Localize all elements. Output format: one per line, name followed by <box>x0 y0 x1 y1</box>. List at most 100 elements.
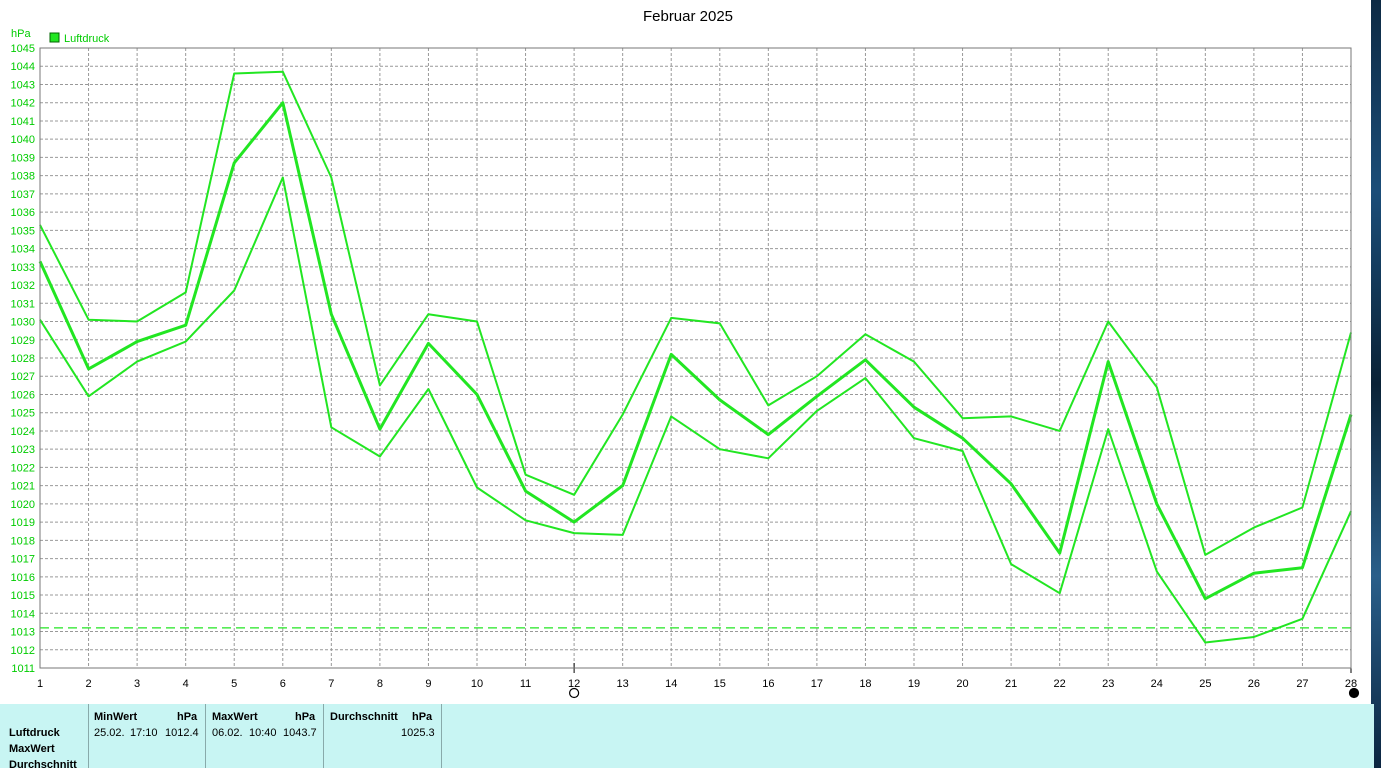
y-tick-label: 1037 <box>11 189 35 201</box>
y-axis-unit-label: hPa <box>11 28 31 40</box>
avg-header: Durchschnitt <box>330 711 398 723</box>
max-unit: hPa <box>295 711 316 723</box>
x-tick-label: 1 <box>37 678 43 690</box>
y-tick-label: 1034 <box>11 244 35 256</box>
y-tick-label: 1044 <box>11 61 35 73</box>
y-tick-label: 1029 <box>11 335 35 347</box>
side-strip <box>1371 0 1381 768</box>
panel-separator <box>441 704 442 768</box>
y-tick-label: 1038 <box>11 171 35 183</box>
series-line-min <box>39 176 1352 644</box>
x-tick-label: 12 <box>568 678 580 690</box>
y-tick-label: 1017 <box>11 554 35 566</box>
y-tick-label: 1033 <box>11 262 35 274</box>
legend-swatch <box>49 32 60 43</box>
min-value: 1012.4 <box>165 727 199 739</box>
y-tick-label: 1027 <box>11 371 35 383</box>
x-tick-label: 2 <box>85 678 91 690</box>
avg-value: 1025.3 <box>401 727 435 739</box>
x-tick-label: 5 <box>231 678 237 690</box>
x-tick-label: 21 <box>1005 678 1017 690</box>
y-tick-label: 1032 <box>11 280 35 292</box>
y-tick-label: 1045 <box>11 43 35 55</box>
min-time: 17:10 <box>130 727 158 739</box>
y-tick-label: 1039 <box>11 152 35 164</box>
x-tick-label: 10 <box>471 678 483 690</box>
panel-separator <box>88 704 89 768</box>
row-label-durchschnitt: Durchschnitt <box>9 759 77 768</box>
max-value: 1043.7 <box>283 727 317 739</box>
y-tick-label: 1015 <box>11 590 35 602</box>
avg-unit: hPa <box>412 711 433 723</box>
x-tick-label: 18 <box>859 678 871 690</box>
y-tick-label: 1042 <box>11 98 35 110</box>
x-tick-label: 11 <box>520 678 531 690</box>
x-tick-label: 6 <box>280 678 286 690</box>
y-tick-label: 1024 <box>11 426 35 438</box>
y-tick-label: 1016 <box>11 572 35 584</box>
x-tick-label: 7 <box>328 678 334 690</box>
plot-frame <box>39 47 1352 669</box>
max-date: 06.02. <box>212 727 243 739</box>
x-tick-label: 27 <box>1296 678 1308 690</box>
chart-title: Februar 2025 <box>643 8 733 25</box>
min-date: 25.02. <box>94 727 125 739</box>
series-line-max <box>39 70 1352 556</box>
x-tick-label: 24 <box>1151 678 1163 690</box>
min-unit: hPa <box>177 711 198 723</box>
x-tick-label: 22 <box>1054 678 1066 690</box>
x-tick-label: 23 <box>1102 678 1114 690</box>
y-tick-label: 1011 <box>11 663 35 675</box>
series-line-avg <box>38 101 1353 601</box>
x-tick-label: 19 <box>908 678 920 690</box>
series-lines <box>38 70 1353 644</box>
x-tick-label: 4 <box>183 678 189 690</box>
x-tick-label: 3 <box>134 678 140 690</box>
max-time: 10:40 <box>249 727 277 739</box>
row-label-maxwert: MaxWert <box>9 743 55 755</box>
y-tick-label: 1031 <box>11 298 35 310</box>
full-moon-icon <box>1348 687 1360 699</box>
x-axis-ticks: 1 2 3 4 5 6 7 8 9 10 11 12 13 14 15 16 17 18 19 20 21 22 23 24 2… <box>37 678 1357 690</box>
y-tick-label: 1012 <box>11 645 35 657</box>
y-tick-label: 1022 <box>11 462 35 474</box>
pressure-chart: Februar 2025 hPa Luftdruck 1011101210131… <box>11 8 1360 699</box>
y-tick-label: 1025 <box>11 408 35 420</box>
y-tick-label: 1040 <box>11 134 35 146</box>
x-tick-label: 25 <box>1199 678 1211 690</box>
stats-panel: Luftdruck MaxWert Durchschnitt MinWert h… <box>0 704 1374 768</box>
x-tick-label: 8 <box>377 678 383 690</box>
y-tick-label: 1035 <box>11 225 35 237</box>
x-tick-label: 15 <box>714 678 726 690</box>
x-tick-label: 16 <box>762 678 774 690</box>
y-tick-label: 1030 <box>11 317 35 329</box>
row-label-luftdruck: Luftdruck <box>9 727 60 739</box>
x-tick-label: 14 <box>665 678 677 690</box>
grid-lines <box>40 47 1351 669</box>
y-tick-label: 1019 <box>11 517 35 529</box>
y-tick-label: 1018 <box>11 535 35 547</box>
y-tick-label: 1014 <box>11 608 35 620</box>
x-tick-label: 9 <box>425 678 431 690</box>
y-tick-label: 1013 <box>11 627 35 639</box>
panel-separator <box>205 704 206 768</box>
y-axis-ticks: 1011 1012 1013 1014 1015 1016 1017 1018 1019 1020… <box>11 43 35 675</box>
y-tick-label: 1036 <box>11 207 35 219</box>
panel-separator <box>323 704 324 768</box>
y-tick-label: 1023 <box>11 444 35 456</box>
x-tick-label: 17 <box>811 678 823 690</box>
x-tick-label: 13 <box>617 678 629 690</box>
legend-label: Luftdruck <box>64 33 110 45</box>
x-tick-label: 26 <box>1248 678 1260 690</box>
min-header: MinWert <box>94 711 138 723</box>
x-tick-label: 20 <box>956 678 968 690</box>
y-tick-label: 1026 <box>11 389 35 401</box>
y-tick-label: 1020 <box>11 499 35 511</box>
y-tick-label: 1043 <box>11 79 35 91</box>
new-moon-icon <box>569 687 580 699</box>
y-tick-label: 1028 <box>11 353 35 365</box>
max-header: MaxWert <box>212 711 258 723</box>
y-tick-label: 1021 <box>11 481 35 493</box>
y-tick-label: 1041 <box>11 116 35 128</box>
x-tick-label: 28 <box>1345 678 1357 690</box>
